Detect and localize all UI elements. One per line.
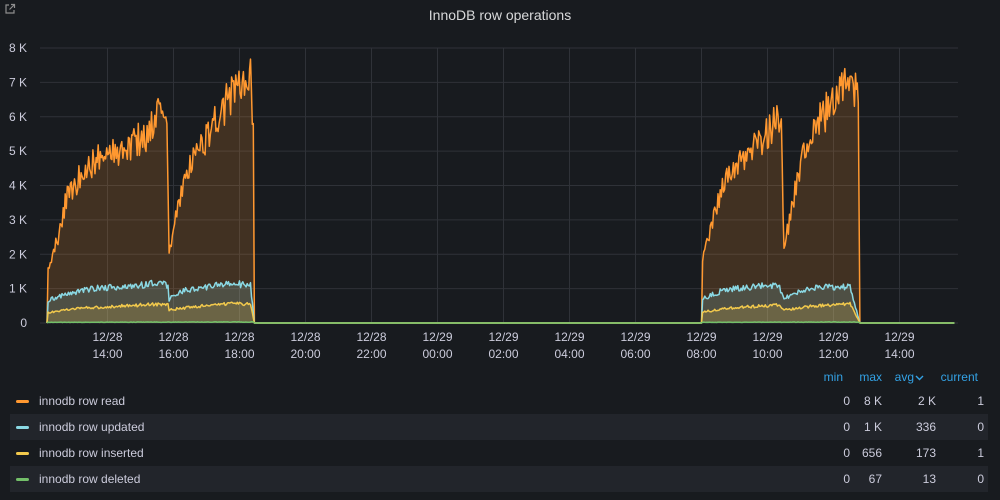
series-name[interactable]: innodb row deleted: [39, 472, 141, 486]
series-color-swatch[interactable]: [16, 452, 29, 455]
series-area-2: [47, 302, 955, 323]
legend-header-max[interactable]: max: [859, 370, 882, 384]
series-min: 0: [843, 472, 850, 486]
x-tick-date-label: 12/29: [554, 330, 584, 344]
series-color-swatch[interactable]: [16, 400, 29, 403]
series-line-3: [46, 320, 955, 324]
x-tick-time-label: 14:00: [884, 347, 914, 361]
y-tick-label: 5 K: [9, 144, 27, 158]
row-operations-chart[interactable]: 01 K2 K3 K4 K5 K6 K7 K8 K 12/2814:0012/2…: [0, 0, 1000, 366]
series-name[interactable]: innodb row inserted: [39, 446, 144, 460]
y-tick-label: 6 K: [9, 110, 27, 124]
legend-header-avg[interactable]: avg: [894, 370, 914, 384]
series-avg: 336: [915, 420, 936, 434]
legend-header-min[interactable]: min: [823, 370, 843, 384]
x-tick-date-label: 12/29: [620, 330, 650, 344]
x-tick-date-label: 12/28: [158, 330, 188, 344]
x-tick-time-label: 18:00: [224, 347, 254, 361]
series-min: 0: [843, 394, 850, 408]
y-tick-label: 8 K: [9, 41, 27, 55]
x-tick-time-label: 06:00: [620, 347, 650, 361]
x-tick-date-label: 12/29: [818, 330, 848, 344]
panel-title[interactable]: InnoDB row operations: [428, 7, 572, 23]
series-max: 656: [861, 446, 882, 460]
y-tick-label: 1 K: [9, 282, 27, 296]
x-tick-time-label: 04:00: [554, 347, 584, 361]
x-tick-time-label: 14:00: [92, 347, 122, 361]
x-tick-date-label: 12/29: [752, 330, 782, 344]
y-tick-label: 7 K: [9, 75, 27, 89]
series-current: 0: [977, 472, 984, 486]
x-tick-time-label: 22:00: [356, 347, 386, 361]
series-avg: 13: [922, 472, 936, 486]
series-color-swatch[interactable]: [16, 478, 29, 481]
legend-header-current[interactable]: current: [940, 370, 978, 384]
series-max: 8 K: [863, 394, 882, 408]
series-area-0: [47, 59, 955, 323]
series-avg: 173: [915, 446, 936, 460]
y-tick-label: 0: [20, 316, 27, 330]
series-min: 0: [843, 420, 850, 434]
x-tick-date-label: 12/29: [686, 330, 716, 344]
x-tick-date-label: 12/28: [356, 330, 386, 344]
x-tick-date-label: 12/28: [224, 330, 254, 344]
legend-row-innodb-row-updated[interactable]: innodb row updated 0 1 K 336 0: [10, 414, 988, 440]
x-tick-date-label: 12/29: [884, 330, 914, 344]
x-tick-time-label: 20:00: [290, 347, 320, 361]
y-tick-label: 3 K: [9, 213, 27, 227]
x-axis: 12/28 14:00 12/28 16:00 12/28 18:00 12/28 20:00…: [92, 330, 914, 361]
x-tick-time-label: 00:00: [422, 347, 452, 361]
legend-table: min max avg current innodb row read 0 8 …: [10, 366, 988, 492]
series-name[interactable]: innodb row updated: [39, 420, 145, 434]
series-max: 67: [868, 472, 882, 486]
legend-row-innodb-row-inserted[interactable]: innodb row inserted 0 656 173 1: [10, 440, 988, 466]
series-current: 1: [977, 394, 984, 408]
legend-header: min max avg current: [10, 366, 988, 388]
external-link-icon[interactable]: [4, 3, 16, 15]
x-tick-date-label: 12/29: [422, 330, 452, 344]
series-name[interactable]: innodb row read: [39, 394, 126, 408]
chart-series: [46, 58, 955, 324]
series-current: 0: [977, 420, 984, 434]
series-avg: 2 K: [917, 394, 936, 408]
legend-row-innodb-row-read[interactable]: innodb row read 0 8 K 2 K 1: [10, 388, 988, 414]
y-tick-label: 2 K: [9, 247, 27, 261]
series-color-swatch[interactable]: [16, 426, 29, 429]
x-tick-time-label: 12:00: [818, 347, 848, 361]
x-tick-time-label: 02:00: [488, 347, 518, 361]
x-tick-date-label: 12/28: [290, 330, 320, 344]
x-tick-time-label: 16:00: [158, 347, 188, 361]
y-tick-label: 4 K: [9, 179, 27, 193]
legend-row-innodb-row-deleted[interactable]: innodb row deleted 0 67 13 0: [10, 466, 988, 492]
series-current: 1: [977, 446, 984, 460]
series-min: 0: [843, 446, 850, 460]
series-max: 1 K: [863, 420, 882, 434]
x-tick-date-label: 12/29: [488, 330, 518, 344]
chevron-down-icon[interactable]: [915, 375, 924, 381]
x-tick-time-label: 08:00: [686, 347, 716, 361]
y-axis: 0 1 K 2 K 3 K 4 K 5 K 6 K 7 K 8 K: [9, 41, 27, 330]
x-tick-time-label: 10:00: [752, 347, 782, 361]
x-tick-date-label: 12/28: [92, 330, 122, 344]
